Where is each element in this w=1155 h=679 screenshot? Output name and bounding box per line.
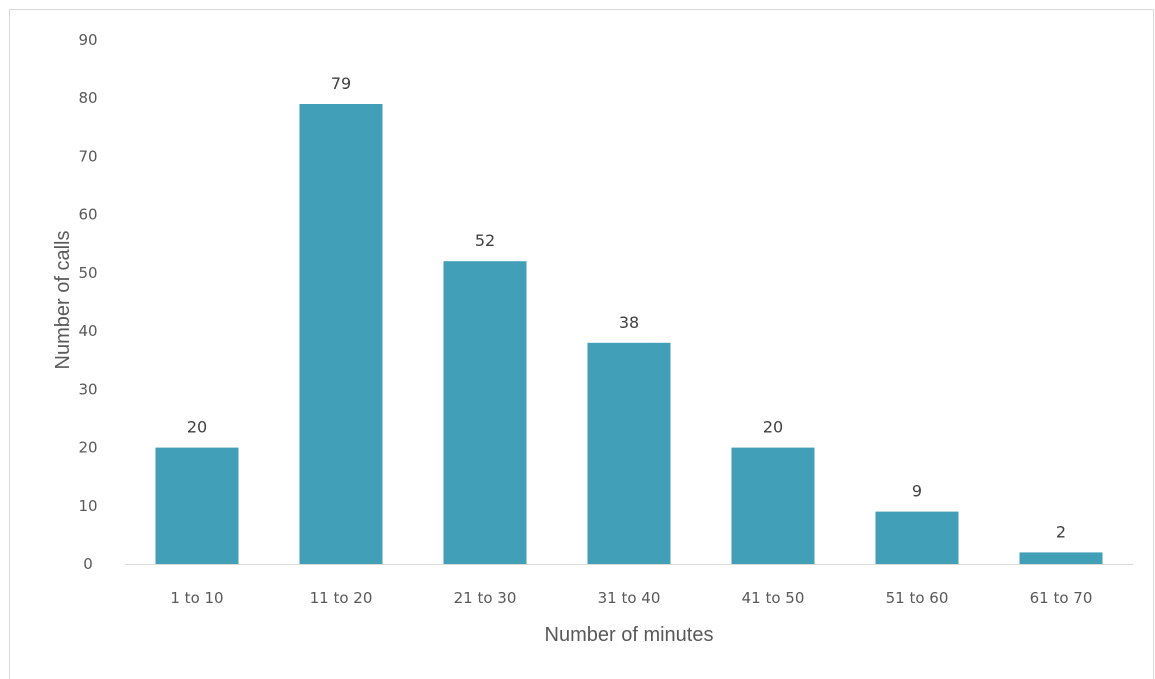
bar-4 [587, 342, 671, 564]
x-tick-label-5: 41 to 50 [742, 589, 805, 607]
data-label-4: 38 [619, 313, 639, 332]
bar-5 [731, 447, 815, 564]
data-label-7: 2 [1056, 522, 1066, 541]
x-tick-label-4: 31 to 40 [598, 589, 661, 607]
x-tick-labels: 1 to 10 11 to 20 21 to 30 31 to 40 41 to 50 5… [170, 589, 1092, 607]
bar-2 [299, 104, 383, 564]
data-labels-layer: 20 79 52 38 20 9 2 [187, 74, 1066, 541]
bar-7 [1019, 552, 1103, 564]
y-tick-label-40: 40 [78, 322, 97, 340]
data-label-1: 20 [187, 418, 207, 437]
y-tick-label-50: 50 [78, 264, 97, 282]
x-tick-label-2: 11 to 20 [310, 589, 373, 607]
bar-3 [443, 261, 527, 564]
bar-1 [155, 447, 239, 564]
x-tick-label-3: 21 to 30 [454, 589, 517, 607]
data-label-6: 9 [912, 482, 922, 501]
y-tick-labels: 0 10 20 30 40 50 60 70 80 90 [78, 31, 97, 573]
y-tick-label-10: 10 [78, 497, 97, 515]
y-tick-label-80: 80 [78, 89, 97, 107]
bar-6 [875, 511, 959, 564]
y-tick-label-30: 30 [78, 380, 97, 398]
y-tick-label-0: 0 [83, 555, 93, 573]
bars-layer [155, 104, 1103, 564]
y-tick-label-20: 20 [78, 439, 97, 457]
x-axis-title: Number of minutes [545, 624, 714, 646]
x-tick-label-1: 1 to 10 [170, 589, 223, 607]
x-tick-label-7: 61 to 70 [1030, 589, 1093, 607]
data-label-2: 79 [331, 74, 351, 93]
y-tick-label-60: 60 [78, 206, 97, 224]
x-tick-label-6: 51 to 60 [886, 589, 949, 607]
y-axis-title: Number of calls [52, 231, 74, 370]
chart-frame [9, 9, 1154, 679]
data-label-3: 52 [475, 231, 495, 250]
data-label-5: 20 [763, 418, 783, 437]
y-tick-label-70: 70 [78, 147, 97, 165]
y-tick-label-90: 90 [78, 31, 97, 49]
